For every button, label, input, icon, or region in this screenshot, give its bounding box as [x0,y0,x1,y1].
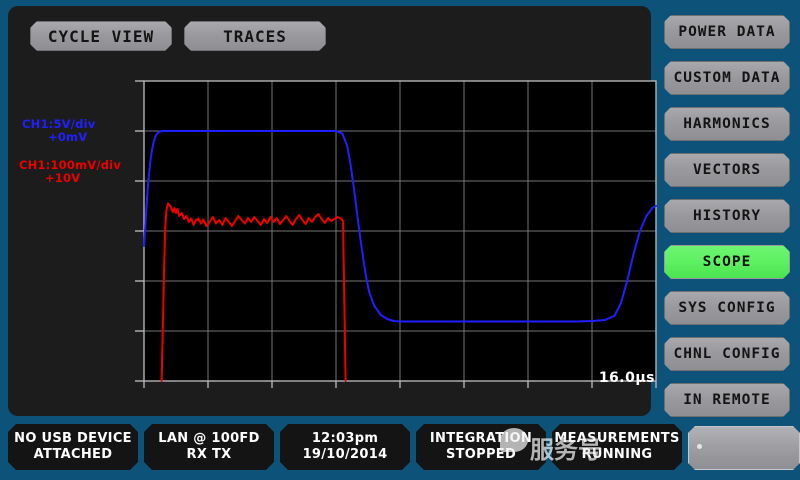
channel-legend-voltage-offset: +0mV [48,130,88,144]
status-bar: MEASUREMENTS RUNNING INTEGRATION STOPPED 12:… [8,424,792,474]
timebase-label: 16.0µs [598,370,655,386]
waveform-plot[interactable]: 16.0µs [134,76,661,388]
measurement-status[interactable]: MEASUREMENTS RUNNING [552,424,682,470]
lan-status-line2: RX TX [186,447,232,462]
channel-legend-current-offset: +10V [45,171,81,185]
status-led-dot [697,444,702,449]
main-display-panel: CYCLE VIEW TRACES CH1:5V/div +0mV CH1:10… [8,6,657,416]
channel-legend-current: CH1:100mV/div +10V [19,159,121,185]
cycle-view-button[interactable]: CYCLE VIEW [30,21,172,51]
channel-legend-voltage-scale: CH1:5V/div [22,117,96,131]
sidebar-item-history[interactable]: HISTORY [664,199,790,233]
traces-button[interactable]: TRACES [184,21,326,51]
integration-status-line2: STOPPED [445,447,517,462]
measurement-status-line1: MEASUREMENTS [554,431,680,446]
status-indicator-button[interactable] [688,426,800,470]
integration-status[interactable]: INTEGRATION STOPPED [416,424,546,470]
sidebar-item-sys-config[interactable]: SYS CONFIG [664,291,790,325]
sidebar-menu: POWER DATA CUSTOM DATA HARMONICS VECTORS HIS… [656,6,796,416]
clock-line1: 12:03pm [311,431,379,446]
sidebar-item-in-remote[interactable]: IN REMOTE [664,383,790,417]
trace-voltage [143,130,657,323]
sidebar-item-chnl-config[interactable]: CHNL CONFIG [664,337,790,371]
usb-status-line1: NO USB DEVICE [14,431,132,446]
integration-status-line1: INTEGRATION [429,431,533,446]
channel-legend-voltage: CH1:5V/div +0mV [22,118,95,144]
plot-tickmarks [135,80,657,388]
plot-traces [143,130,657,382]
sidebar-item-power-data[interactable]: POWER DATA [664,15,790,49]
top-toolbar: CYCLE VIEW TRACES [8,6,651,54]
sidebar-item-custom-data[interactable]: CUSTOM DATA [664,61,790,95]
lan-status-line1: LAN @ 100FD [158,431,260,446]
waveform-svg [135,80,657,388]
usb-status-line2: ATTACHED [33,447,113,462]
trace-current [160,202,347,382]
usb-status[interactable]: NO USB DEVICE ATTACHED [8,424,138,470]
clock[interactable]: 12:03pm 19/10/2014 [280,424,410,470]
channel-legend-current-scale: CH1:100mV/div [19,158,122,172]
measurement-status-line2: RUNNING [581,447,653,462]
clock-line2: 19/10/2014 [302,447,388,462]
lan-status[interactable]: LAN @ 100FD RX TX [144,424,274,470]
sidebar-item-scope[interactable]: SCOPE [664,245,790,279]
sidebar-item-vectors[interactable]: VECTORS [664,153,790,187]
sidebar-item-harmonics[interactable]: HARMONICS [664,107,790,141]
